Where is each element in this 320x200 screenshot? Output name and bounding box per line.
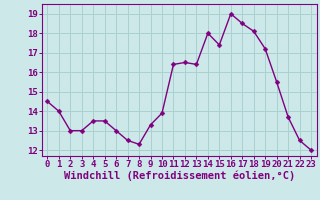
X-axis label: Windchill (Refroidissement éolien,°C): Windchill (Refroidissement éolien,°C) — [64, 171, 295, 181]
